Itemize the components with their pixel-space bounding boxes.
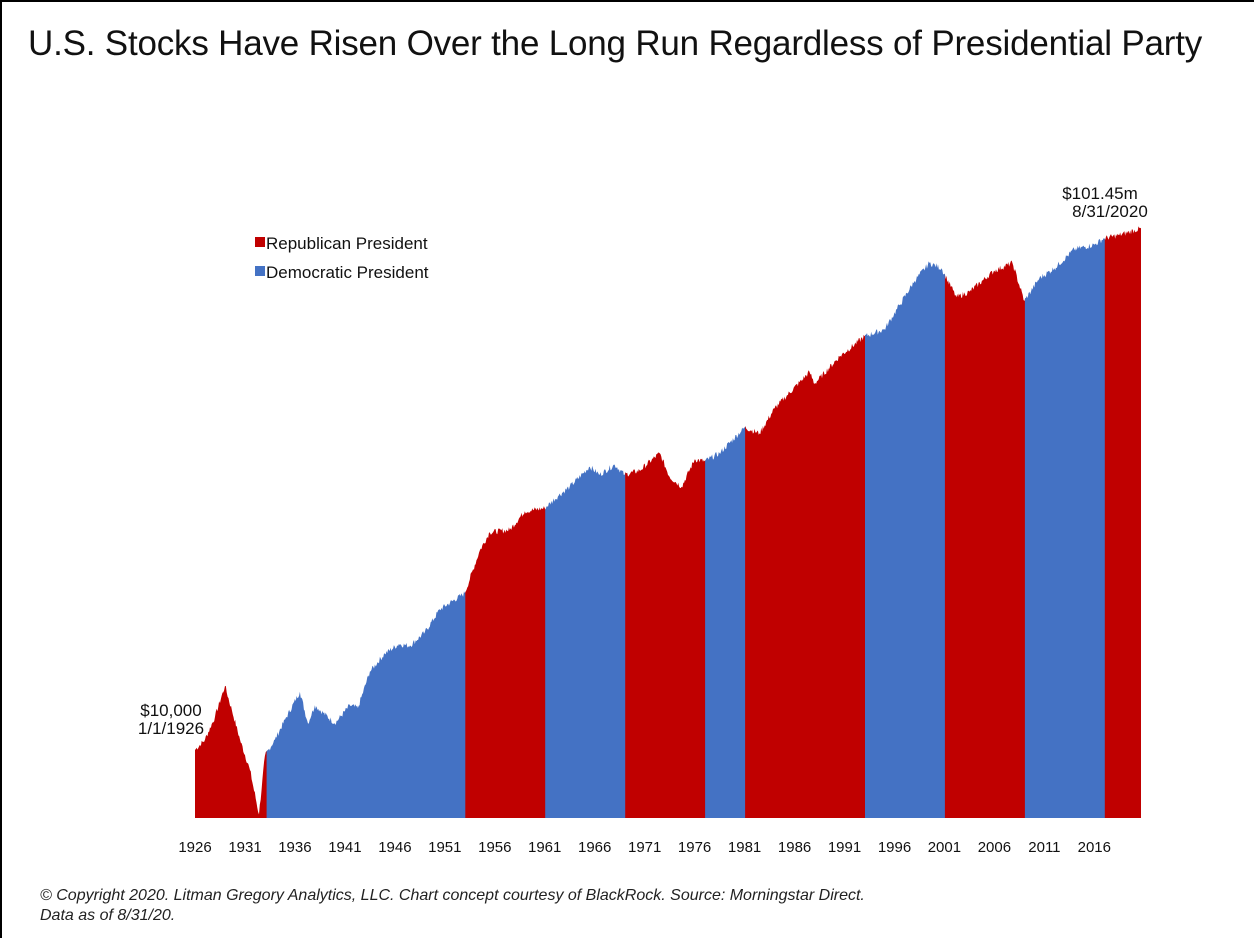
term-band-republican-8 [944, 226, 1026, 818]
term-band-republican-2 [465, 226, 546, 818]
end-value-label: $101.45m [1062, 184, 1138, 203]
x-tick-label-1946: 1946 [378, 839, 411, 856]
x-tick-label-1951: 1951 [428, 839, 461, 856]
legend: Republican President Democratic Presiden… [255, 234, 429, 282]
x-tick-label-2016: 2016 [1078, 839, 1111, 856]
term-bands [195, 226, 1141, 818]
legend-swatch-democratic [255, 266, 265, 276]
footnote-line-2: Data as of 8/31/20. [40, 907, 176, 924]
legend-label-republican: Republican President [266, 234, 428, 253]
start-annotation: $10,000 1/1/1926 [138, 701, 204, 738]
term-band-republican-4 [625, 226, 706, 818]
x-tick-label-2011: 2011 [1028, 839, 1060, 856]
x-tick-label-1931: 1931 [228, 839, 261, 856]
x-tick-label-1941: 1941 [328, 839, 361, 856]
x-tick-label-1976: 1976 [678, 839, 711, 856]
legend-label-democratic: Democratic President [266, 263, 429, 282]
x-axis-ticks: 1926 1931 1936 1941 1946 1951 1956 1961 1966 1971… [178, 839, 1111, 856]
x-tick-label-1966: 1966 [578, 839, 611, 856]
term-band-democratic-3 [545, 226, 626, 818]
chart-title: U.S. Stocks Have Risen Over the Long Run… [28, 24, 1203, 63]
x-tick-label-1936: 1936 [278, 839, 311, 856]
x-tick-label-1981: 1981 [728, 839, 761, 856]
term-band-democratic-7 [865, 226, 946, 818]
x-tick-label-1971: 1971 [628, 839, 661, 856]
x-tick-label-2001: 2001 [928, 839, 961, 856]
x-tick-label-2006: 2006 [978, 839, 1011, 856]
term-band-republican-6 [745, 226, 866, 818]
term-band-republican-10 [1104, 226, 1141, 818]
term-band-democratic-5 [705, 226, 746, 818]
footnote-line-1: © Copyright 2020. Litman Gregory Analyti… [40, 887, 865, 904]
term-band-democratic-1 [266, 226, 466, 818]
x-tick-label-1996: 1996 [878, 839, 911, 856]
x-tick-label-1986: 1986 [778, 839, 811, 856]
end-annotation: $101.45m 8/31/2020 [1062, 184, 1148, 221]
term-band-democratic-9 [1024, 226, 1106, 818]
x-tick-label-1926: 1926 [178, 839, 211, 856]
start-date-label: 1/1/1926 [138, 719, 204, 738]
footnote: © Copyright 2020. Litman Gregory Analyti… [40, 886, 1220, 926]
legend-swatch-republican [255, 237, 265, 247]
x-tick-label-1991: 1991 [828, 839, 861, 856]
x-tick-label-1956: 1956 [478, 839, 511, 856]
end-date-label: 8/31/2020 [1072, 202, 1148, 221]
term-band-republican-0 [195, 226, 268, 818]
x-tick-label-1961: 1961 [528, 839, 561, 856]
start-value-label: $10,000 [140, 701, 201, 720]
